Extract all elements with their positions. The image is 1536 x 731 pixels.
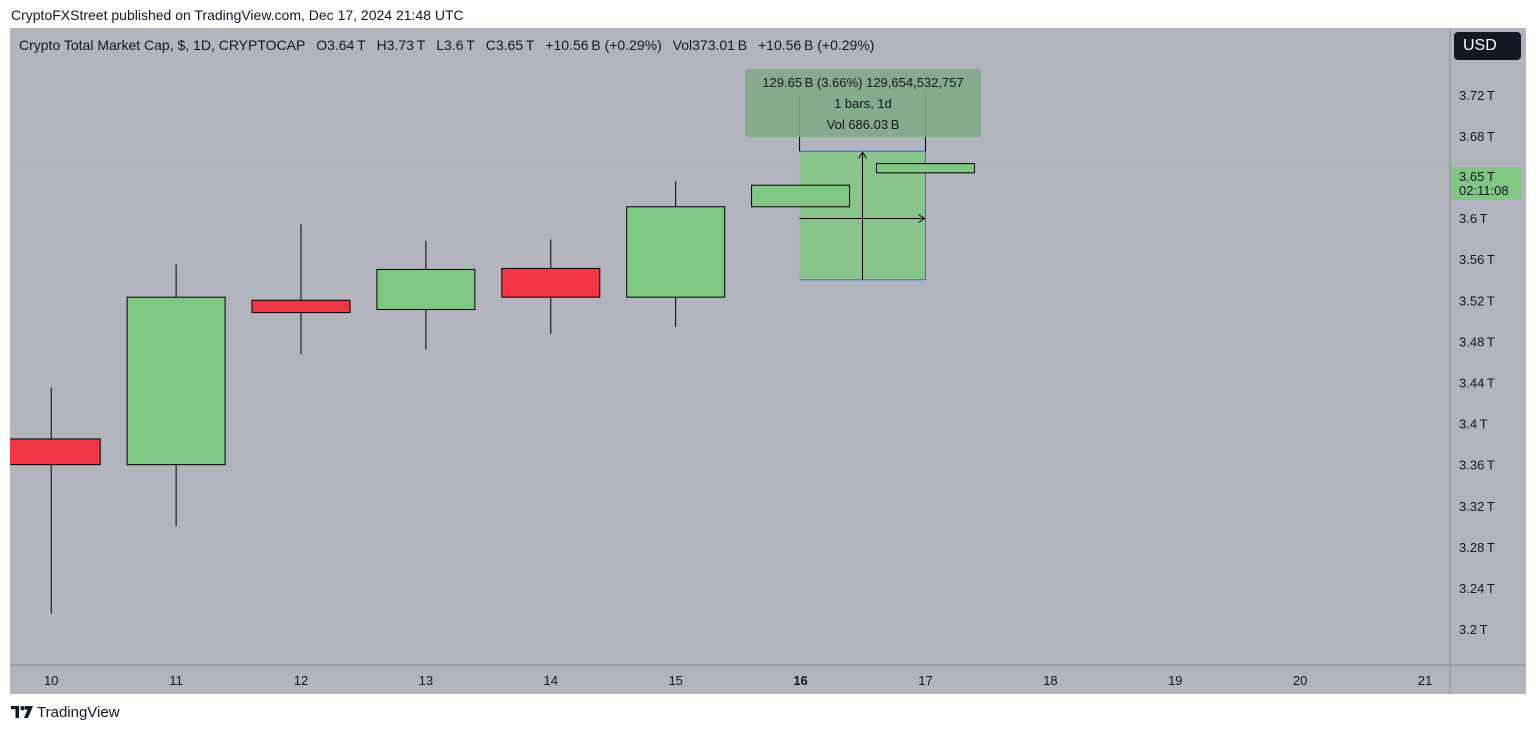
candle-10[interactable]	[2, 387, 101, 614]
tradingview-brand[interactable]: TradingView	[11, 704, 120, 721]
measure-right-arrowhead	[918, 214, 926, 223]
brand-name: TradingView	[37, 704, 120, 721]
candle-body	[751, 184, 851, 208]
candle-15[interactable]	[626, 181, 726, 327]
legend-low: L3.6 T	[436, 37, 475, 53]
y-tick-label: 3.44 T	[1459, 375, 1495, 390]
candle-body	[501, 267, 601, 298]
x-tick-label: 14	[544, 673, 558, 688]
legend-change: +10.56 B (+0.29%)	[545, 37, 662, 53]
legend-close: C3.65 T	[485, 37, 535, 53]
measure-label-line3: Vol 686.03 B	[827, 117, 900, 132]
legend-high: H3.73 T	[376, 37, 426, 53]
candle-14[interactable]	[501, 239, 601, 335]
y-tick-label: 3.6 T	[1459, 211, 1488, 226]
legend-volume-change: +10.56 B (+0.29%)	[758, 37, 875, 53]
y-tick-label: 3.32 T	[1459, 499, 1495, 514]
x-tick-label: 13	[419, 673, 433, 688]
measure-label-box	[745, 69, 981, 137]
candle-body	[376, 268, 476, 311]
chart-frame[interactable]	[10, 28, 1526, 694]
legend-volume: Vol373.01 B	[672, 37, 748, 53]
y-tick-label: 3.56 T	[1459, 252, 1495, 267]
x-tick-label: 16	[793, 673, 807, 688]
y-tick-label: 3.68 T	[1459, 129, 1495, 144]
y-tick-label: 3.72 T	[1459, 88, 1495, 103]
current-price-tag	[1451, 167, 1521, 200]
candle-body	[626, 206, 726, 298]
x-tick-label: 15	[668, 673, 682, 688]
candle-body	[10, 438, 101, 466]
y-tick-label: 3.4 T	[1459, 417, 1488, 432]
x-tick-label: 18	[1043, 673, 1057, 688]
x-tick-label: 20	[1293, 673, 1307, 688]
x-tick-label: 10	[44, 673, 58, 688]
x-tick-label: 12	[294, 673, 308, 688]
currency-button[interactable]: USD	[1454, 32, 1521, 60]
measure-label-line2: 1 bars, 1d	[834, 96, 892, 111]
measure-up-arrowhead	[858, 151, 867, 159]
legend-open: O3.64 T	[316, 37, 366, 53]
x-tick-label: 19	[1168, 673, 1182, 688]
tradingview-logo-icon	[11, 705, 33, 718]
candle-body	[875, 163, 975, 174]
y-tick-label: 3.52 T	[1459, 293, 1495, 308]
x-tick-label: 21	[1418, 673, 1432, 688]
publisher-line: CryptoFXStreet published on TradingView.…	[11, 7, 464, 23]
y-tick-label: 3.2 T	[1459, 622, 1488, 637]
candle-13[interactable]	[376, 240, 476, 350]
candle-17[interactable]	[875, 163, 975, 174]
candle-body	[251, 299, 351, 314]
candle-11[interactable]	[126, 264, 226, 527]
bar-countdown: 02:11:08	[1459, 183, 1509, 198]
measure-label-line1: 129.65 B (3.66%) 129,654,532,757	[762, 75, 963, 90]
y-tick-label: 3.36 T	[1459, 458, 1495, 473]
y-tick-label: 3.28 T	[1459, 540, 1495, 555]
candle-16[interactable]	[751, 184, 851, 208]
x-tick-label: 11	[169, 673, 183, 688]
candle-body	[126, 296, 226, 466]
y-tick-label: 3.24 T	[1459, 581, 1495, 596]
y-tick-label: 3.48 T	[1459, 334, 1495, 349]
candle-12[interactable]	[251, 224, 351, 354]
legend-symbol[interactable]: Crypto Total Market Cap, $, 1D, CRYPTOCA…	[19, 37, 306, 53]
symbol-legend: Crypto Total Market Cap, $, 1D, CRYPTOCA…	[19, 37, 881, 53]
x-tick-label: 17	[918, 673, 932, 688]
current-price-value: 3.65 T	[1459, 169, 1495, 184]
